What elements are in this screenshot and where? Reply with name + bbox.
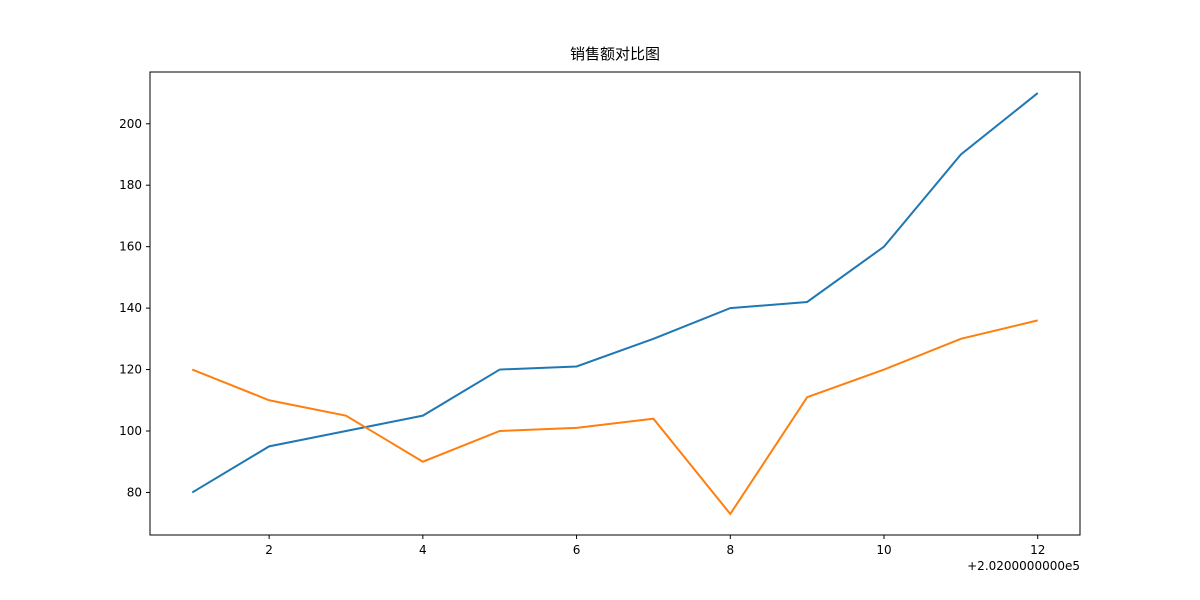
- y-tick-label: 160: [119, 240, 142, 254]
- chart-title: 销售额对比图: [570, 45, 660, 63]
- x-tick-label: 10: [876, 543, 891, 557]
- x-tick-label: 4: [419, 543, 427, 557]
- y-tick-label: 80: [127, 485, 142, 499]
- y-tick-label: 180: [119, 178, 142, 192]
- x-offset-label: +2.0200000000e5: [967, 559, 1080, 573]
- y-tick-label: 200: [119, 117, 142, 131]
- y-tick-label: 120: [119, 363, 142, 377]
- y-tick-label: 100: [119, 424, 142, 438]
- line-series: [191, 92, 1039, 494]
- y-tick-label: 140: [119, 301, 142, 315]
- x-tick-label: 12: [1030, 543, 1045, 557]
- line-series: [191, 319, 1038, 516]
- plot-frame: [149, 71, 1081, 536]
- x-tick-label: 2: [265, 543, 273, 557]
- x-tick-label: 8: [726, 543, 734, 557]
- x-tick-label: 6: [573, 543, 581, 557]
